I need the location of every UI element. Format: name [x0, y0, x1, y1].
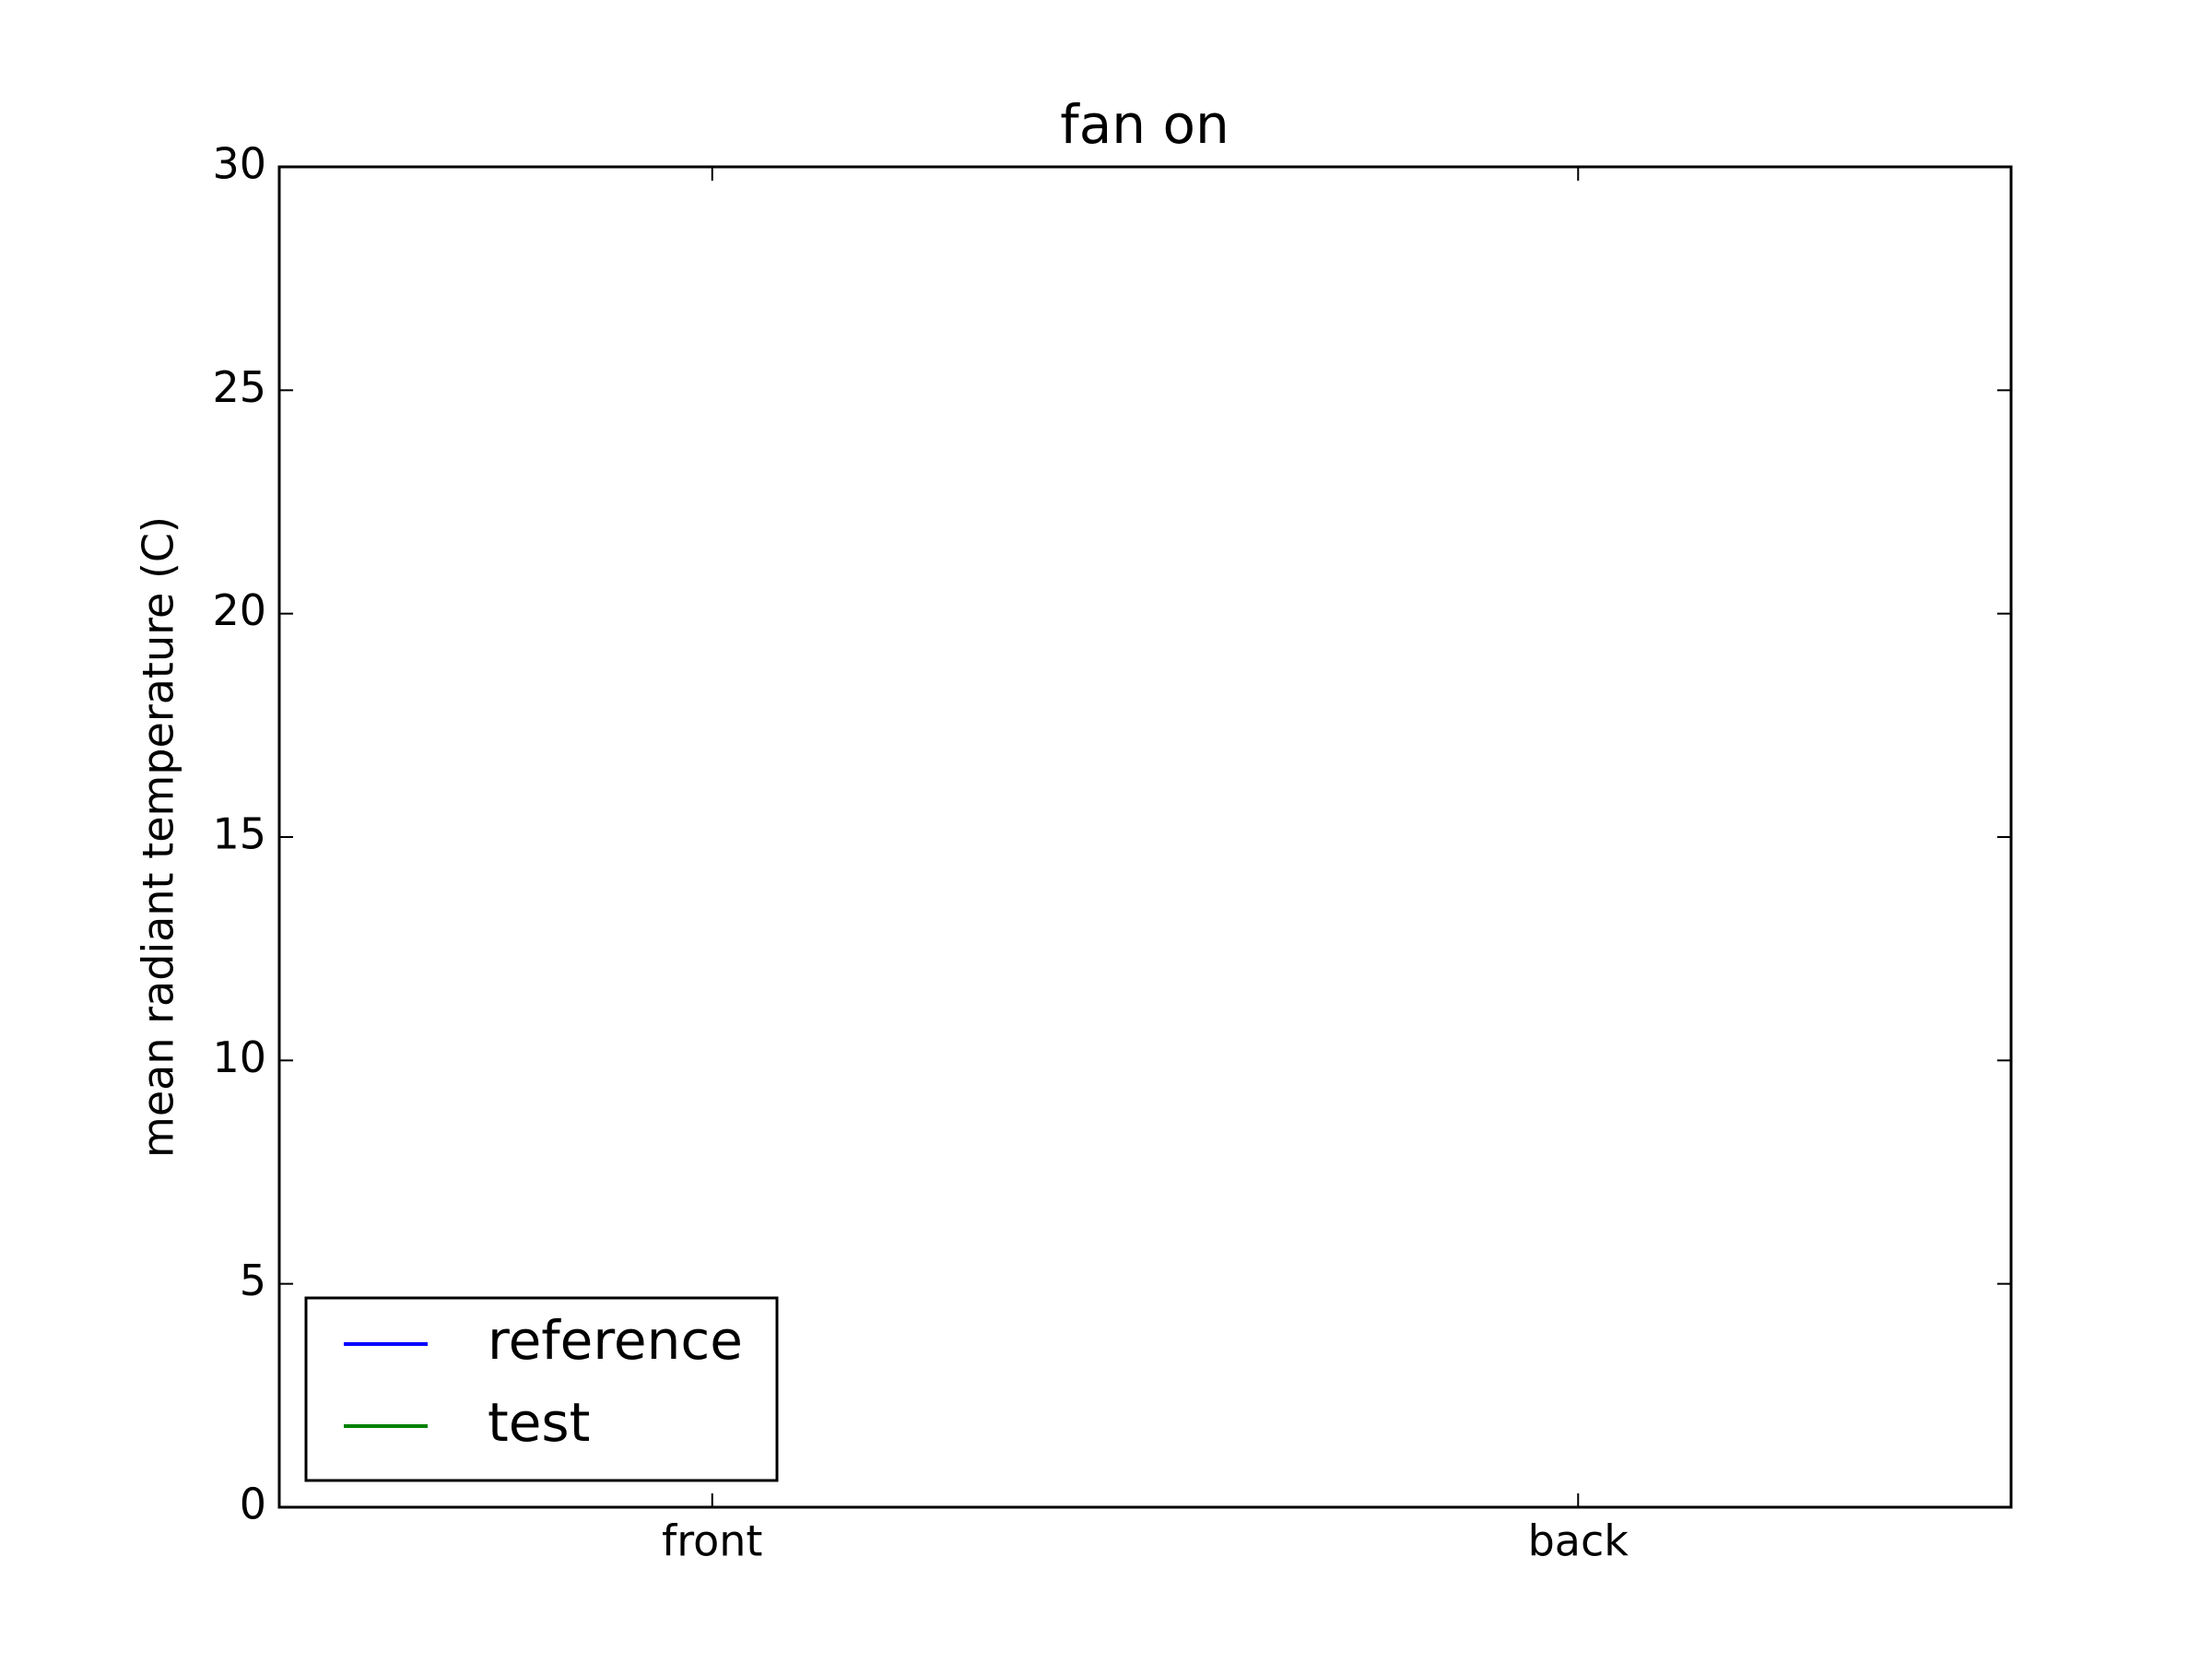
y-tick-label: 25 — [212, 362, 266, 412]
y-axis-label: mean radiant temperature (C) — [134, 516, 183, 1158]
y-tick-label: 20 — [212, 585, 266, 635]
y-tick-label: 10 — [212, 1032, 266, 1082]
plot-frame — [277, 165, 2013, 1509]
y-tick-label: 0 — [240, 1480, 266, 1529]
y-tick-label: 30 — [212, 139, 266, 189]
y-tick-label: 5 — [240, 1256, 266, 1305]
x-tick-label: front — [662, 1516, 762, 1566]
y-tick-label: 15 — [212, 809, 266, 859]
legend-box — [304, 1296, 779, 1482]
chart-title: fan on — [1060, 93, 1229, 156]
legend-label: test — [488, 1391, 590, 1454]
x-tick-label: back — [1528, 1516, 1630, 1566]
legend-label: reference — [488, 1309, 743, 1372]
